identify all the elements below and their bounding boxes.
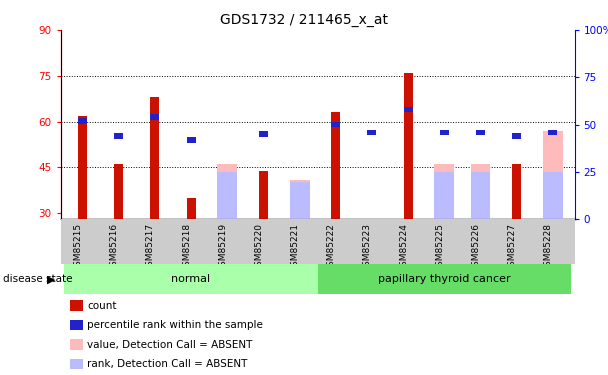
Bar: [476, 129, 485, 135]
Text: count: count: [87, 301, 117, 310]
Text: GSM85219: GSM85219: [218, 223, 227, 272]
Text: GSM85228: GSM85228: [544, 223, 553, 272]
Bar: [543, 172, 563, 219]
Bar: [404, 73, 413, 219]
Bar: [289, 182, 309, 219]
Text: percentile rank within the sample: percentile rank within the sample: [87, 320, 263, 330]
Bar: [512, 164, 521, 219]
Text: GSM85215: GSM85215: [74, 223, 83, 272]
Text: GSM85217: GSM85217: [146, 223, 155, 272]
Bar: [150, 114, 159, 120]
Bar: [78, 116, 87, 219]
Bar: [331, 112, 340, 219]
Bar: [471, 164, 491, 219]
Text: GSM85220: GSM85220: [254, 223, 263, 272]
Bar: [543, 131, 563, 219]
Bar: [317, 264, 571, 294]
Text: GSM85218: GSM85218: [182, 223, 191, 272]
Bar: [404, 107, 413, 112]
Text: GSM85225: GSM85225: [435, 223, 444, 272]
Text: GSM85221: GSM85221: [291, 223, 300, 272]
Text: papillary thyroid cancer: papillary thyroid cancer: [378, 274, 511, 284]
Text: GSM85216: GSM85216: [109, 223, 119, 272]
Bar: [434, 172, 454, 219]
Text: disease state: disease state: [3, 274, 72, 284]
Bar: [114, 164, 123, 219]
Text: value, Detection Call = ABSENT: value, Detection Call = ABSENT: [87, 340, 252, 350]
Bar: [114, 133, 123, 139]
Bar: [217, 164, 237, 219]
Bar: [259, 171, 268, 219]
Text: rank, Detection Call = ABSENT: rank, Detection Call = ABSENT: [87, 359, 247, 369]
Bar: [548, 129, 558, 135]
Bar: [217, 172, 237, 219]
Bar: [78, 118, 87, 124]
Bar: [434, 164, 454, 219]
Bar: [187, 137, 196, 142]
Text: GSM85227: GSM85227: [508, 223, 517, 272]
Text: GDS1732 / 211465_x_at: GDS1732 / 211465_x_at: [220, 13, 388, 27]
Bar: [471, 172, 491, 219]
Bar: [331, 122, 340, 128]
Bar: [259, 131, 268, 137]
Text: GSM85224: GSM85224: [399, 223, 408, 272]
Bar: [289, 180, 309, 219]
Bar: [150, 97, 159, 219]
Text: GSM85226: GSM85226: [471, 223, 480, 272]
Bar: [64, 264, 317, 294]
Bar: [512, 133, 521, 139]
Text: GSM85223: GSM85223: [363, 223, 372, 272]
Text: GSM85222: GSM85222: [326, 223, 336, 272]
Text: ▶: ▶: [47, 274, 56, 284]
Bar: [440, 129, 449, 135]
Bar: [187, 198, 196, 219]
Text: normal: normal: [171, 274, 210, 284]
Bar: [367, 129, 376, 135]
